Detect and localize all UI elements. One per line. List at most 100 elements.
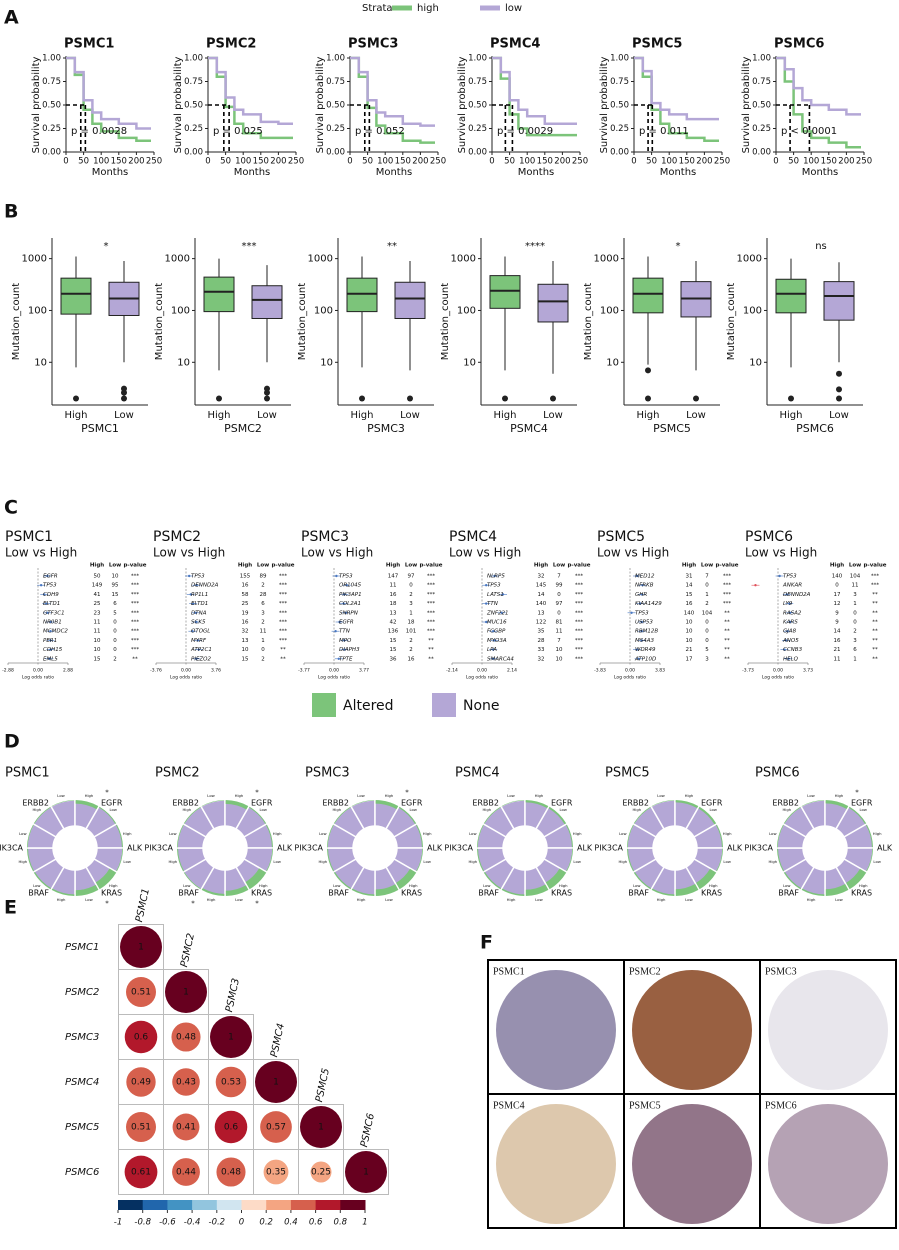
odds-point [637,657,640,660]
high-count: 17 [834,592,841,598]
tissue-core [768,1104,888,1224]
group-label: High [807,897,816,902]
odds-point [485,602,488,605]
p-stars: ** [872,647,878,653]
y-tick-label: 1000 [165,254,190,265]
p-value: p = 0.0029 [497,126,553,137]
odds-point [344,611,348,614]
altered-segment [716,848,723,872]
gene: FCGBP [487,629,506,635]
high-count: 15 [242,656,249,662]
box [775,278,807,314]
p-stars: *** [427,601,436,607]
cell [343,1149,389,1195]
gene: MPO [339,638,352,644]
gene-label: KRAS [251,889,272,898]
y-tick-label: 1.00 [184,54,203,64]
y-axis-label: Survival probability [315,56,326,153]
altered-segment [95,868,117,890]
high-count: 42 [390,620,397,626]
tissue-core [632,970,752,1090]
altered-segment [777,824,784,848]
altered-segment [675,883,699,896]
x-axis-label: PSMC2 [224,422,262,435]
altered-segment [627,824,634,848]
altered-segment [249,806,267,824]
gene: MUC16 [487,620,507,626]
altered-segment [865,824,873,848]
odds-point [342,602,345,605]
x-tick-label: 100 [661,157,677,167]
x-axis-label: Log odds ratio [466,675,498,681]
x-tick-label: 0.00 [625,668,635,674]
high-count: 11 [94,620,101,626]
high-count: 25 [242,601,249,607]
corr-value: 0.43 [176,1078,196,1088]
odds-point [786,630,789,633]
gene: MYRF [191,638,207,644]
high-count: 11 [94,629,101,635]
y-axis-label: Mutation_count [583,283,594,360]
gene: DENND2A [783,592,811,598]
p-value: p = 0.0028 [71,126,127,137]
altered-segment [675,800,699,809]
survival-curve [208,56,293,140]
legend-label: low [505,3,522,14]
gene: TP53 [635,610,649,616]
corr-circle [126,977,156,1007]
x-tick-label: 0 [63,157,68,167]
y-axis-label: Survival probability [31,56,42,153]
gene: PIEZO2 [191,656,212,662]
x-tick-label: High [65,410,88,421]
y-axis-label: Mutation_count [154,283,165,360]
low-count: 104 [702,610,713,616]
survival-curve [634,56,719,142]
p-stars: *** [131,620,140,626]
altered-segment [327,824,334,848]
high-count: 149 [92,583,103,589]
column-header: Low [405,563,417,569]
altered-segment [525,800,549,809]
x-tick-label: 250 [146,157,162,167]
high-count: 13 [242,638,249,644]
group-label: High [657,897,666,902]
group-label: High [468,859,477,864]
odds-point [640,630,643,633]
group-label: Low [507,793,514,798]
gene: WDR49 [635,647,656,653]
low-count: 2 [409,638,413,644]
odds-point [343,593,346,596]
low-count: 3 [261,610,265,616]
group-label: High [123,831,132,836]
gene: CDH9 [43,592,59,598]
group-label: High [85,793,94,798]
altered-segment [866,848,873,872]
odds-point [493,574,496,578]
odds-point [492,630,495,633]
x-tick-label: 200 [412,157,428,167]
altered-segment [351,888,375,896]
high-count: 23 [94,610,101,616]
legend-swatch [432,693,456,717]
altered-segment [225,885,249,896]
group-label: High [768,859,777,864]
altered-segment [177,824,184,848]
y-tick-label: 10 [320,357,333,368]
y-tick-label: 100 [743,305,762,316]
outlier [836,386,842,393]
p-stars: *** [131,647,140,653]
x-axis-label: Log odds ratio [762,675,794,681]
corr-value: 1 [363,1168,369,1178]
gene: LY9 [783,601,793,607]
outlier [550,395,556,402]
odds-point [785,593,789,596]
gene-label: EGFR [701,798,723,807]
group-label: High [57,897,66,902]
altered-segment [695,868,717,890]
group-label: High [873,831,882,836]
gene-label: ERBB2 [472,798,499,807]
box [251,285,283,319]
column-header: Low [109,563,121,569]
survival-curve [66,56,151,130]
p-stars: ** [428,638,434,644]
